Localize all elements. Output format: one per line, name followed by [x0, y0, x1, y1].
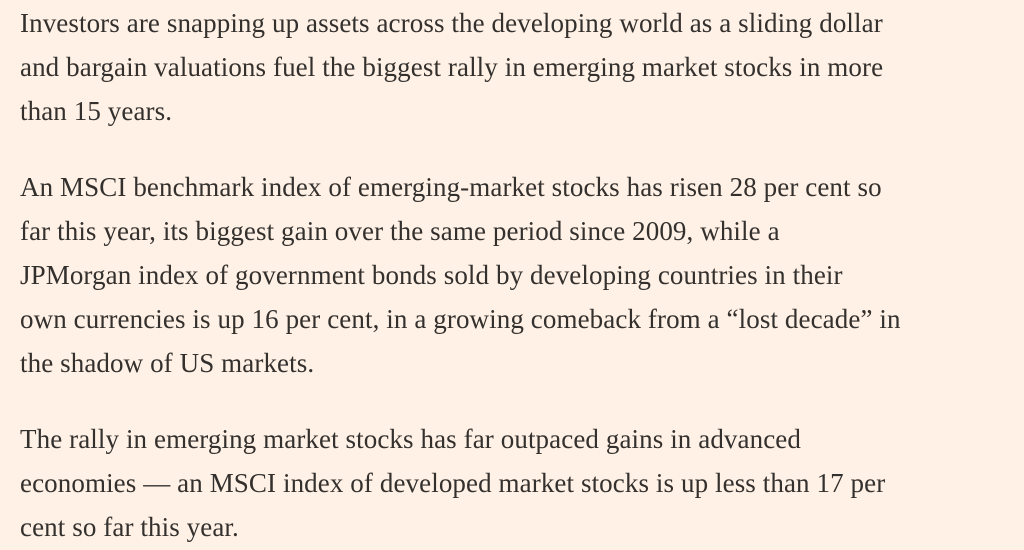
article-paragraph-3: The rally in emerging market stocks has …: [20, 424, 886, 542]
article-paragraph-1: Investors are snapping up assets across …: [20, 8, 884, 126]
article-paragraph-2: An MSCI benchmark index of emerging-mark…: [20, 172, 901, 378]
